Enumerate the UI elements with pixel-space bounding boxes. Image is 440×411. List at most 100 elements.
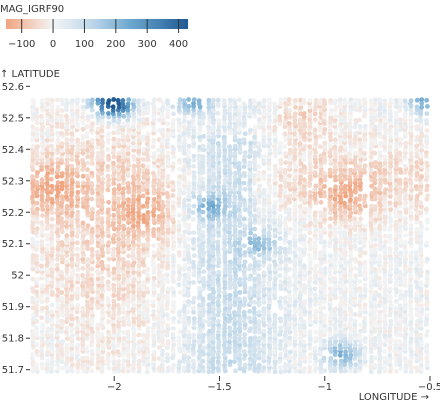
data-point [105, 283, 111, 288]
data-point [237, 366, 243, 371]
data-point [84, 194, 90, 199]
data-point [222, 359, 228, 364]
data-point [228, 130, 233, 136]
data-point [59, 240, 65, 246]
data-point [307, 345, 313, 351]
data-point [111, 309, 117, 315]
data-point [55, 319, 61, 325]
data-point [287, 335, 293, 341]
data-point [278, 325, 283, 331]
data-point [318, 157, 324, 163]
data-point [308, 167, 313, 173]
data-point [373, 204, 378, 209]
data-point [312, 170, 318, 176]
data-point [342, 167, 348, 173]
data-point [176, 104, 182, 110]
data-point [241, 197, 247, 203]
data-point [181, 359, 187, 364]
data-point [99, 147, 105, 153]
data-point [100, 335, 106, 341]
data-point [322, 368, 328, 374]
data-point [55, 283, 60, 288]
data-point [206, 343, 212, 348]
data-point [221, 342, 227, 348]
data-point [90, 210, 95, 216]
data-point [215, 239, 221, 245]
data-point [301, 305, 307, 311]
data-point [145, 240, 151, 246]
data-point [45, 121, 51, 126]
data-point [278, 213, 283, 219]
data-point [55, 227, 61, 232]
data-point [55, 114, 60, 120]
data-point [215, 263, 221, 269]
data-point [337, 352, 343, 358]
data-point [44, 362, 50, 367]
data-point [228, 315, 233, 321]
data-point [80, 114, 85, 120]
data-point [272, 187, 278, 193]
y-tick-label: 52.5 [2, 113, 24, 124]
data-point [347, 187, 353, 192]
data-point [287, 114, 293, 120]
data-point [80, 289, 86, 295]
data-point [322, 144, 328, 150]
data-point [191, 140, 197, 146]
data-point [241, 171, 247, 176]
data-point [191, 157, 197, 163]
data-point [200, 167, 206, 173]
data-point [307, 369, 312, 374]
data-point [293, 253, 298, 259]
data-point [186, 180, 192, 186]
data-point [141, 167, 147, 172]
data-point [186, 243, 191, 249]
data-point [332, 207, 338, 212]
data-point [144, 200, 150, 206]
data-point [186, 342, 192, 348]
data-point [343, 286, 348, 292]
data-point [301, 339, 307, 345]
data-point [186, 97, 192, 102]
data-point [215, 299, 221, 305]
data-point [232, 157, 238, 163]
data-point [105, 187, 111, 193]
data-point [362, 260, 368, 265]
data-point [378, 299, 383, 305]
data-point [292, 220, 298, 226]
data-point [44, 187, 50, 193]
data-point [343, 368, 348, 374]
data-point [237, 276, 243, 282]
data-point [152, 97, 157, 103]
data-point [312, 296, 318, 302]
data-point [50, 187, 55, 193]
data-point [120, 230, 126, 236]
data-point [45, 326, 51, 332]
data-point [200, 164, 206, 170]
data-point [215, 318, 221, 324]
data-point [171, 293, 177, 299]
data-point [49, 223, 55, 229]
data-point [261, 173, 267, 179]
data-point [182, 339, 187, 344]
data-point [237, 143, 243, 149]
data-point [120, 147, 126, 153]
data-point [352, 322, 358, 328]
data-point [206, 153, 212, 159]
data-point [136, 362, 142, 368]
data-point [322, 253, 328, 259]
data-point [283, 223, 289, 229]
data-point [298, 345, 303, 351]
data-point [106, 358, 111, 364]
data-point [191, 332, 197, 338]
data-point [287, 309, 292, 314]
data-point [176, 269, 182, 275]
data-point [116, 150, 122, 156]
data-point [206, 124, 211, 130]
data-point [116, 203, 122, 209]
data-point [105, 173, 111, 179]
data-point [232, 194, 238, 200]
data-point [256, 177, 261, 182]
data-point [260, 283, 266, 289]
data-point [210, 243, 216, 249]
